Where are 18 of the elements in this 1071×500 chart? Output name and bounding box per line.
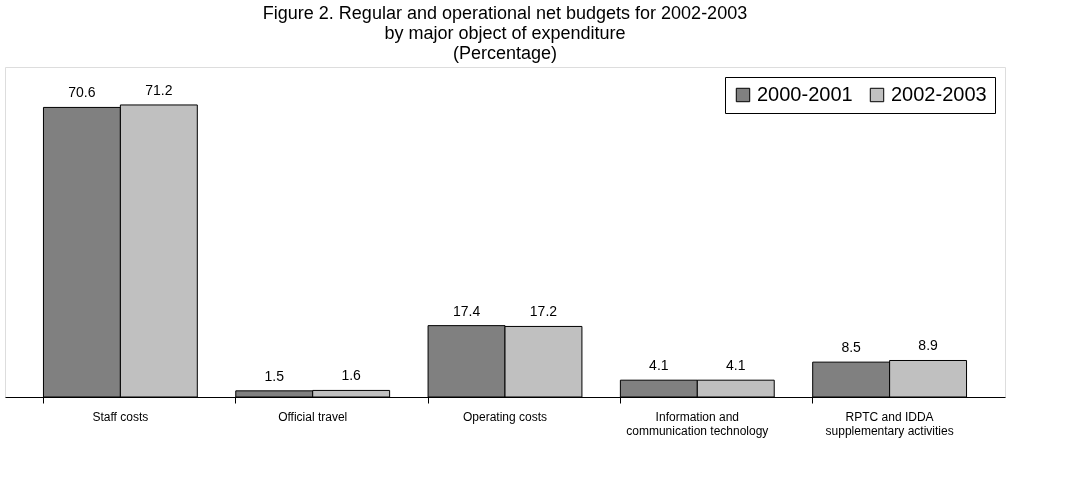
x-tick-label: RPTC and IDDA supplementary activities: [825, 409, 954, 438]
data-label: 70.6: [68, 84, 96, 101]
x-tick-label: Official travel: [278, 409, 348, 424]
x-tick-label: Operating costs: [462, 409, 548, 424]
chart-title: Figure 2. Regular and operational net budgets for 2002-2003 by major object of expenditure (Percentage): [262, 3, 748, 63]
data-label: 17.2: [529, 303, 558, 320]
legend-label: 2002-2003: [891, 83, 987, 105]
data-label: 4.1: [649, 357, 669, 374]
data-label: 17.4: [452, 302, 481, 319]
data-label: 1.5: [264, 367, 285, 384]
x-tick-label: Information and communication technology: [626, 409, 769, 438]
legend-label: 2000-2001: [757, 83, 853, 105]
data-label: 8.9: [918, 337, 939, 354]
data-label: 8.5: [841, 339, 862, 356]
data-label: 71.2: [145, 81, 173, 98]
x-tick-label: Staff costs: [92, 409, 149, 424]
data-label: 1.6: [341, 367, 362, 384]
data-label: 4.1: [726, 357, 746, 374]
